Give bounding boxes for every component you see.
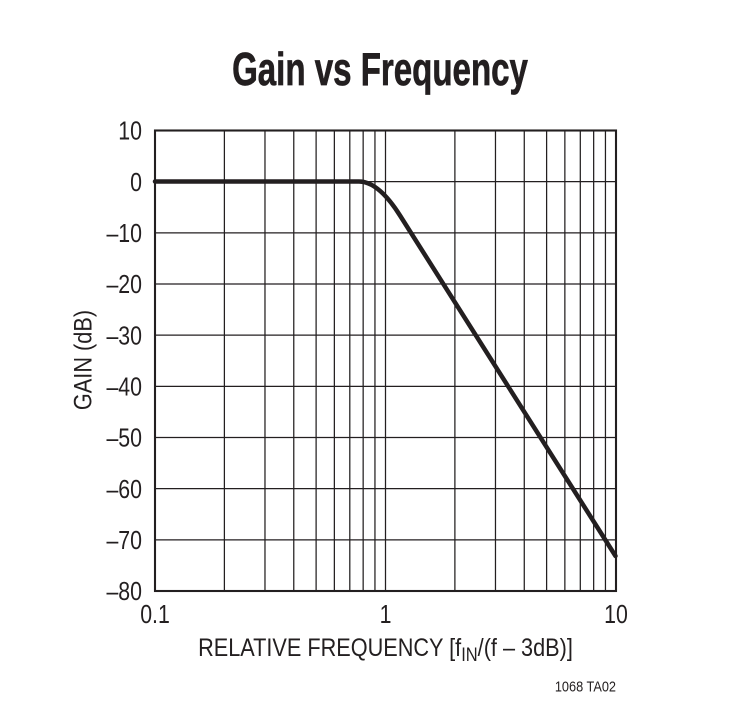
- svg-text:–10: –10: [106, 219, 142, 249]
- svg-text:0: 0: [130, 168, 142, 198]
- svg-text:–50: –50: [106, 424, 142, 454]
- svg-text:0.1: 0.1: [140, 600, 170, 630]
- svg-text:–40: –40: [106, 373, 142, 403]
- svg-text:–20: –20: [106, 270, 142, 300]
- svg-text:–80: –80: [106, 577, 142, 607]
- svg-text:GAIN (dB): GAIN (dB): [69, 310, 97, 410]
- svg-text:1: 1: [380, 600, 392, 630]
- svg-text:RELATIVE FREQUENCY [fIN/(f – 3: RELATIVE FREQUENCY [fIN/(f – 3dB)]: [198, 634, 573, 666]
- svg-text:–60: –60: [106, 475, 142, 505]
- svg-text:–70: –70: [106, 526, 142, 556]
- svg-text:10: 10: [118, 117, 142, 147]
- svg-text:Gain vs Frequency: Gain vs Frequency: [232, 45, 528, 96]
- svg-text:10: 10: [604, 600, 628, 630]
- svg-text:–30: –30: [106, 321, 142, 351]
- svg-text:1068 TA02: 1068 TA02: [555, 677, 616, 694]
